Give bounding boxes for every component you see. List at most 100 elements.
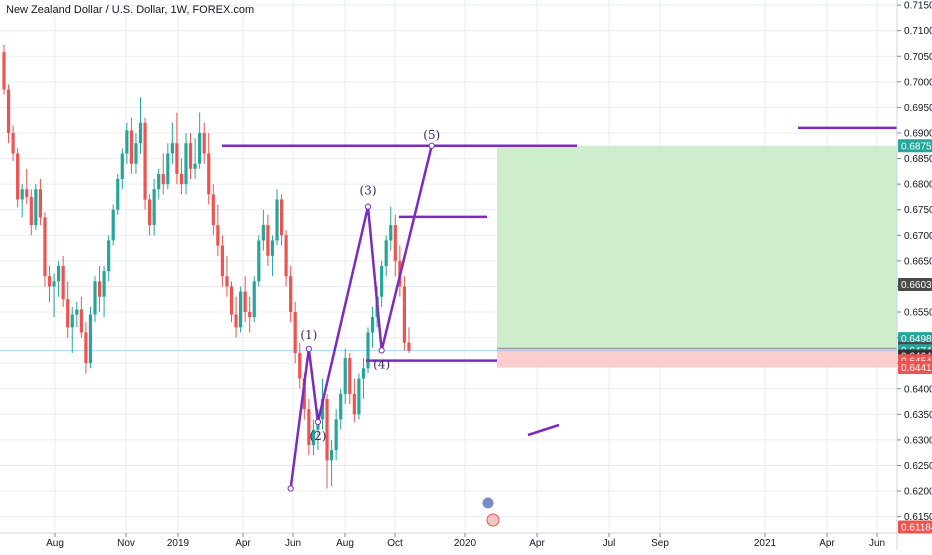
candle [216, 204, 220, 256]
candle-body [107, 240, 111, 272]
candle [25, 168, 29, 205]
price-tag-label: 0.64415 [901, 363, 932, 374]
candle [207, 132, 211, 205]
candle [252, 276, 256, 323]
candle-body [207, 153, 211, 195]
time-tick-label: Aug [46, 538, 64, 549]
candle-body [407, 342, 411, 351]
time-tick-label: 2020 [454, 538, 477, 549]
candle [366, 327, 370, 374]
candle-body [57, 265, 61, 282]
candle-body [361, 368, 366, 379]
price-tag-bg [898, 277, 932, 291]
candle [70, 306, 74, 353]
candle-body [61, 265, 65, 300]
candle [11, 125, 15, 162]
wave-label: (4) [373, 357, 390, 371]
candle-body [170, 143, 174, 154]
candle [179, 158, 184, 195]
candle [352, 378, 356, 423]
candle-body [88, 314, 93, 364]
candle [120, 148, 124, 190]
candle-body [47, 276, 52, 287]
candle-body [34, 189, 38, 226]
candle [143, 117, 147, 210]
candle-body [357, 378, 361, 415]
candle-body [279, 199, 284, 236]
candle-body [102, 271, 106, 297]
candle-body [270, 240, 275, 256]
candle [289, 265, 293, 323]
time-tick-label: Oct [387, 538, 403, 549]
candle-body [389, 225, 393, 241]
candle-body [261, 225, 265, 241]
candle-body [229, 286, 234, 315]
candle [57, 260, 61, 297]
stop-zone [497, 348, 897, 368]
candle-body [188, 143, 193, 169]
candle-body [38, 189, 42, 218]
candle-body [179, 173, 184, 185]
candle [16, 148, 20, 208]
time-tick-label: Jun [285, 538, 301, 549]
candle [52, 273, 56, 318]
candle-body [216, 225, 220, 246]
candle-body [93, 281, 97, 315]
candle-body [320, 398, 325, 420]
candle-body [198, 132, 202, 164]
candle [84, 322, 88, 374]
candle-body [97, 281, 102, 297]
candle-body [157, 173, 161, 190]
wave-label: (2) [309, 429, 326, 443]
candle-body [339, 393, 343, 420]
candle-body [129, 130, 133, 164]
candle-body [70, 314, 74, 328]
candle [43, 212, 47, 287]
candle [138, 97, 143, 154]
time-tick-label: 2021 [754, 538, 777, 549]
elliott-wave-path [289, 145, 433, 489]
candle [79, 296, 83, 338]
candle [2, 45, 6, 95]
candle-body [252, 281, 256, 318]
time-tick-label: Apr [529, 538, 545, 549]
candle-body [384, 240, 388, 266]
candle [361, 358, 366, 399]
price-tag-label: 0.66039 [901, 280, 932, 291]
candle [384, 235, 388, 277]
candle [34, 184, 38, 231]
candle-body [116, 179, 120, 210]
candle-body [248, 312, 252, 318]
price-tag-bg [898, 520, 932, 534]
candle [148, 194, 152, 236]
candle [298, 342, 302, 389]
candle [284, 230, 288, 287]
candle-body [16, 153, 20, 200]
time-tick-label: Aug [336, 538, 354, 549]
price-tag-bg [898, 332, 932, 346]
candle-body [370, 317, 375, 333]
candle-body [25, 189, 29, 197]
price-tags: 0.687500.660390.649810.647900.647434d 5h… [898, 139, 932, 534]
candle-body [166, 153, 170, 185]
price-tag: 0.64981 [898, 332, 932, 346]
candle [61, 255, 65, 307]
time-tick-label: Apr [819, 538, 835, 549]
candle [311, 419, 315, 456]
candle [88, 306, 93, 369]
candle [38, 179, 42, 226]
candle [193, 138, 197, 180]
candle-body [79, 309, 83, 333]
candle-body [152, 189, 156, 226]
candle [29, 189, 33, 236]
candle-body [111, 209, 115, 241]
price-tag: 0.66039 [898, 277, 932, 291]
candle-body [193, 163, 197, 169]
price-tag-bg [898, 139, 932, 153]
